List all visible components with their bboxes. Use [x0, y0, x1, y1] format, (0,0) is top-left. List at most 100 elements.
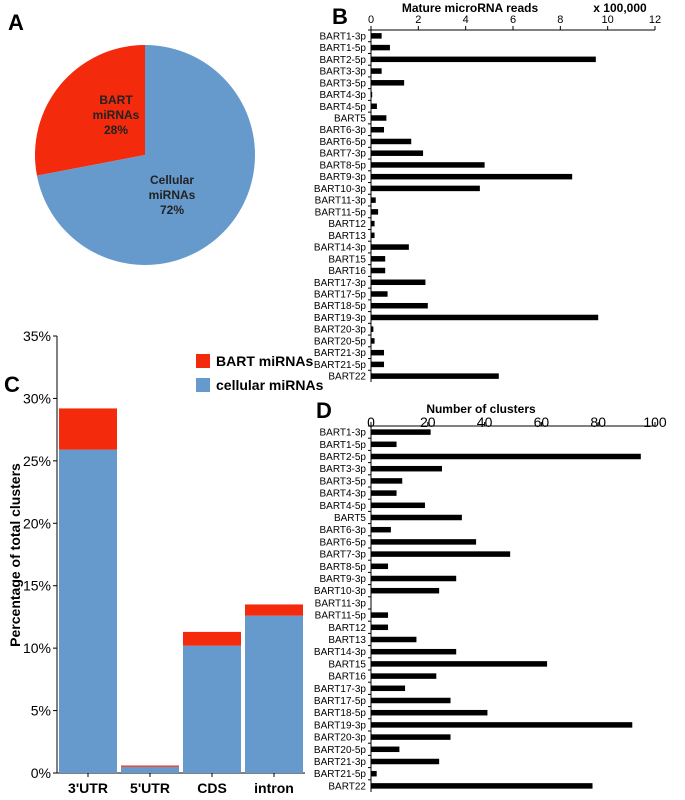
y-category-label: BART1-5p [319, 43, 366, 54]
y-category-label: BART20-5p [314, 336, 367, 347]
bar [371, 697, 451, 704]
y-tick-label: 0% [31, 765, 51, 781]
bar [371, 115, 387, 121]
bar [371, 612, 389, 618]
bar-segment [245, 604, 303, 616]
y-category-label: BART19-3p [314, 720, 367, 731]
bar [371, 80, 405, 86]
x-category-label: 3'UTR [68, 780, 108, 796]
bar [371, 575, 457, 582]
bar [371, 185, 480, 192]
bar [371, 267, 386, 274]
y-category-label: BART18-5p [314, 708, 367, 719]
bar [371, 648, 457, 655]
bar [371, 453, 641, 460]
pie-slice-label: miRNAs [149, 188, 196, 202]
bar [371, 636, 417, 643]
cluster-location-chart: 0% 5% 10% 15% 20% 25% 30% 35% Percentage of tota… [7, 328, 324, 796]
y-category-label: BART8-5p [319, 562, 366, 573]
bar [371, 44, 390, 51]
x-tick-label: 6 [510, 14, 516, 26]
y-category-label: BART11-5p [315, 611, 367, 622]
bar [371, 338, 375, 344]
x-category-label: 5'UTR [130, 780, 170, 796]
pie-slice [34, 45, 145, 176]
bar [371, 429, 431, 435]
x-tick-label: 0 [367, 414, 375, 430]
bar [371, 162, 485, 168]
pie-slice-label: Cellular [150, 173, 194, 187]
y-category-label: BART22 [328, 781, 366, 792]
reads-bar-chart: Mature microRNA reads x 100,000 0 2 4 6 8 10 12 B… [314, 1, 661, 383]
x-tick-label: 0 [368, 14, 374, 26]
y-category-label: BART3-5p [319, 78, 366, 89]
bar-segment [121, 766, 179, 773]
bar [371, 256, 386, 262]
bar [371, 563, 389, 570]
bar [371, 441, 397, 448]
bar [371, 490, 397, 496]
y-category-label: BART6-3p [319, 125, 366, 136]
bar [371, 68, 382, 74]
y-category-label: BART3-3p [319, 67, 366, 78]
y-category-label: BART21-3p [314, 757, 367, 768]
bar [371, 587, 440, 594]
y-category-label: BART12 [328, 623, 366, 634]
y-category-label: BART6-5p [319, 537, 366, 548]
bar-segment [183, 631, 241, 646]
bar-segment [183, 645, 241, 773]
pie-slice-label: miRNAs [93, 108, 140, 122]
y-category-label: BART9-3p [319, 172, 366, 183]
pie-slice-label: 72% [160, 203, 184, 217]
bar [371, 91, 373, 98]
y-category-label: BART20-3p [314, 325, 367, 336]
y-category-label: BART19-3p [314, 313, 367, 324]
x-tick-label: 100 [643, 414, 667, 430]
y-tick-label: 30% [23, 390, 51, 406]
bar [371, 326, 374, 332]
y-category-label: BART5 [334, 114, 366, 125]
y-axis-title: Percentage of total clusters [7, 463, 23, 647]
bar [371, 361, 385, 368]
y-tick-label: 5% [31, 703, 51, 719]
bar [371, 526, 391, 533]
y-category-label: BART4-3p [319, 489, 366, 500]
axis-unit-label: x 100,000 [593, 1, 647, 15]
x-tick-label: 8 [557, 14, 563, 26]
x-category-label: intron [254, 780, 294, 796]
x-tick-label: 80 [590, 414, 606, 430]
panel-label-b: B [332, 4, 348, 29]
y-category-label: BART11-5p [315, 207, 367, 218]
x-category-label: CDS [197, 780, 227, 796]
bar [371, 373, 499, 379]
y-category-label: BART2-5p [319, 452, 366, 463]
bar-segment [121, 765, 179, 767]
y-category-label: BART1-3p [319, 31, 366, 42]
legend-label: cellular miRNAs [216, 377, 324, 393]
y-category-label: BART8-5p [319, 160, 366, 171]
y-category-label: BART5 [334, 513, 366, 524]
bar [371, 746, 400, 753]
bar [371, 197, 376, 203]
bar [371, 103, 377, 110]
bar [371, 302, 428, 309]
bar [371, 478, 403, 484]
y-category-label: BART14-3p [314, 647, 367, 658]
y-category-label: BART13 [328, 231, 366, 242]
bar [371, 673, 437, 679]
y-category-label: BART1-5p [319, 440, 366, 451]
bar [371, 56, 596, 63]
y-category-label: BART6-5p [319, 137, 366, 148]
bar-segment [59, 449, 117, 773]
bar [371, 279, 426, 286]
bar-segment [245, 615, 303, 773]
y-category-label: BART3-3p [319, 464, 366, 475]
bar [371, 291, 388, 297]
bar [371, 770, 377, 777]
axis-title: Mature microRNA reads [402, 1, 539, 15]
y-category-label: BART16 [328, 672, 366, 683]
panel-label-c: C [4, 372, 20, 397]
legend-swatch [196, 354, 210, 368]
